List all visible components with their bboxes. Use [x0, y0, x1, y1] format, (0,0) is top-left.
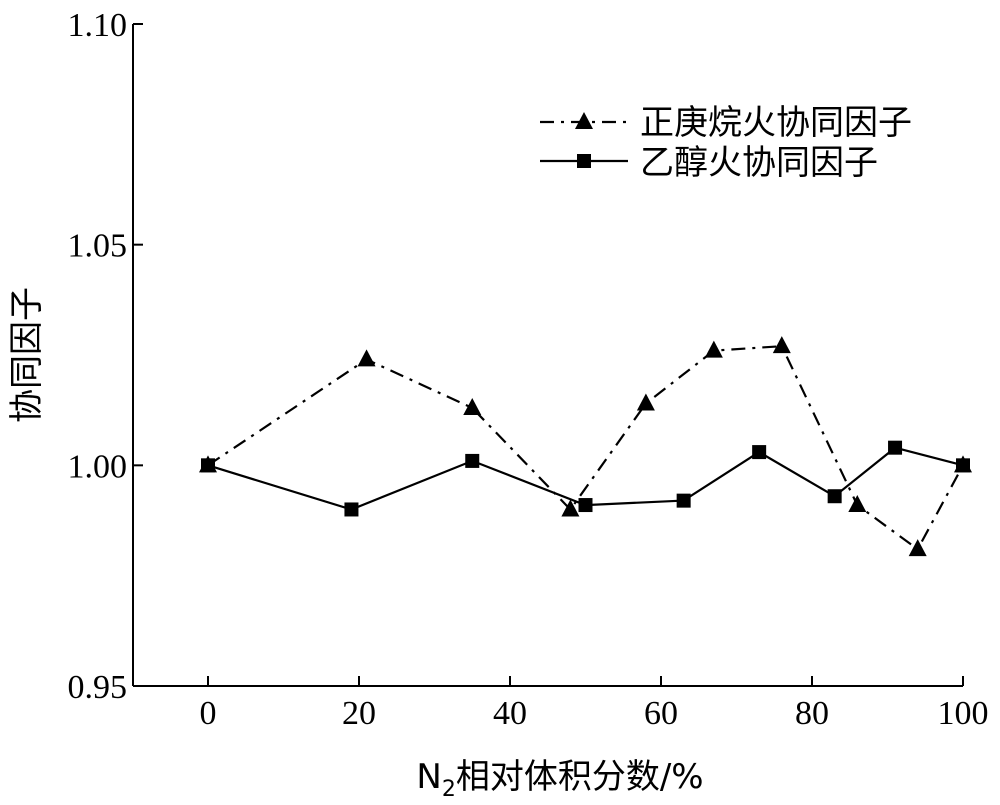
data-point-square	[827, 489, 842, 504]
data-point-triangle	[772, 336, 791, 354]
x-tick-label: 20	[342, 695, 376, 732]
data-point-triangle	[636, 393, 655, 411]
data-point-square	[344, 502, 359, 517]
x-axis-title-subscript: 2	[442, 777, 456, 802]
y-ticks: 0.95 1.00 1.05 1.10	[68, 7, 143, 706]
data-point-triangle	[848, 495, 867, 513]
data-point-square	[676, 493, 691, 508]
x-axis-title-suffix: 相对体积分数/%	[456, 757, 704, 797]
y-tick-label: 0.95	[68, 669, 128, 706]
legend-item-ethanol: 乙醇火协同因子	[540, 143, 878, 183]
x-tick-label: 80	[795, 695, 829, 732]
y-tick-label: 1.10	[68, 7, 128, 44]
x-tick-label: 40	[493, 695, 527, 732]
legend-label-ethanol: 乙醇火协同因子	[640, 143, 878, 183]
data-point-square	[201, 458, 215, 473]
data-point-square	[578, 498, 593, 513]
data-point-triangle	[704, 340, 723, 358]
y-tick-label: 1.05	[68, 228, 128, 265]
data-point-square	[888, 440, 903, 455]
legend-marker-square	[577, 154, 591, 168]
data-point-triangle	[463, 397, 482, 415]
data-point-triangle	[357, 349, 376, 367]
y-tick-label: 1.00	[68, 448, 128, 485]
data-point-square	[752, 445, 767, 460]
axes	[132, 24, 963, 687]
data-point-square	[956, 458, 970, 473]
data-point-square	[465, 453, 480, 468]
x-tick-label: 0	[200, 695, 217, 732]
legend-label-heptane: 正庚烷火协同因子	[640, 103, 912, 143]
legend: 正庚烷火协同因子 乙醇火协同因子	[540, 103, 912, 183]
x-axis-title-prefix: N	[416, 757, 441, 797]
data-point-triangle	[908, 539, 927, 557]
series-line-0	[207, 345, 964, 551]
x-axis-title: N2相对体积分数/%	[416, 757, 703, 802]
legend-item-heptane: 正庚烷火协同因子	[540, 103, 912, 143]
x-ticks: 0 20 40 60 80 100	[200, 676, 989, 732]
y-axis-title: 协同因子	[7, 287, 47, 423]
legend-marker-triangle	[575, 112, 593, 129]
series-layer	[199, 336, 972, 557]
x-tick-label: 60	[644, 695, 678, 732]
x-tick-label: 100	[938, 695, 989, 732]
data-point-triangle	[561, 499, 580, 517]
